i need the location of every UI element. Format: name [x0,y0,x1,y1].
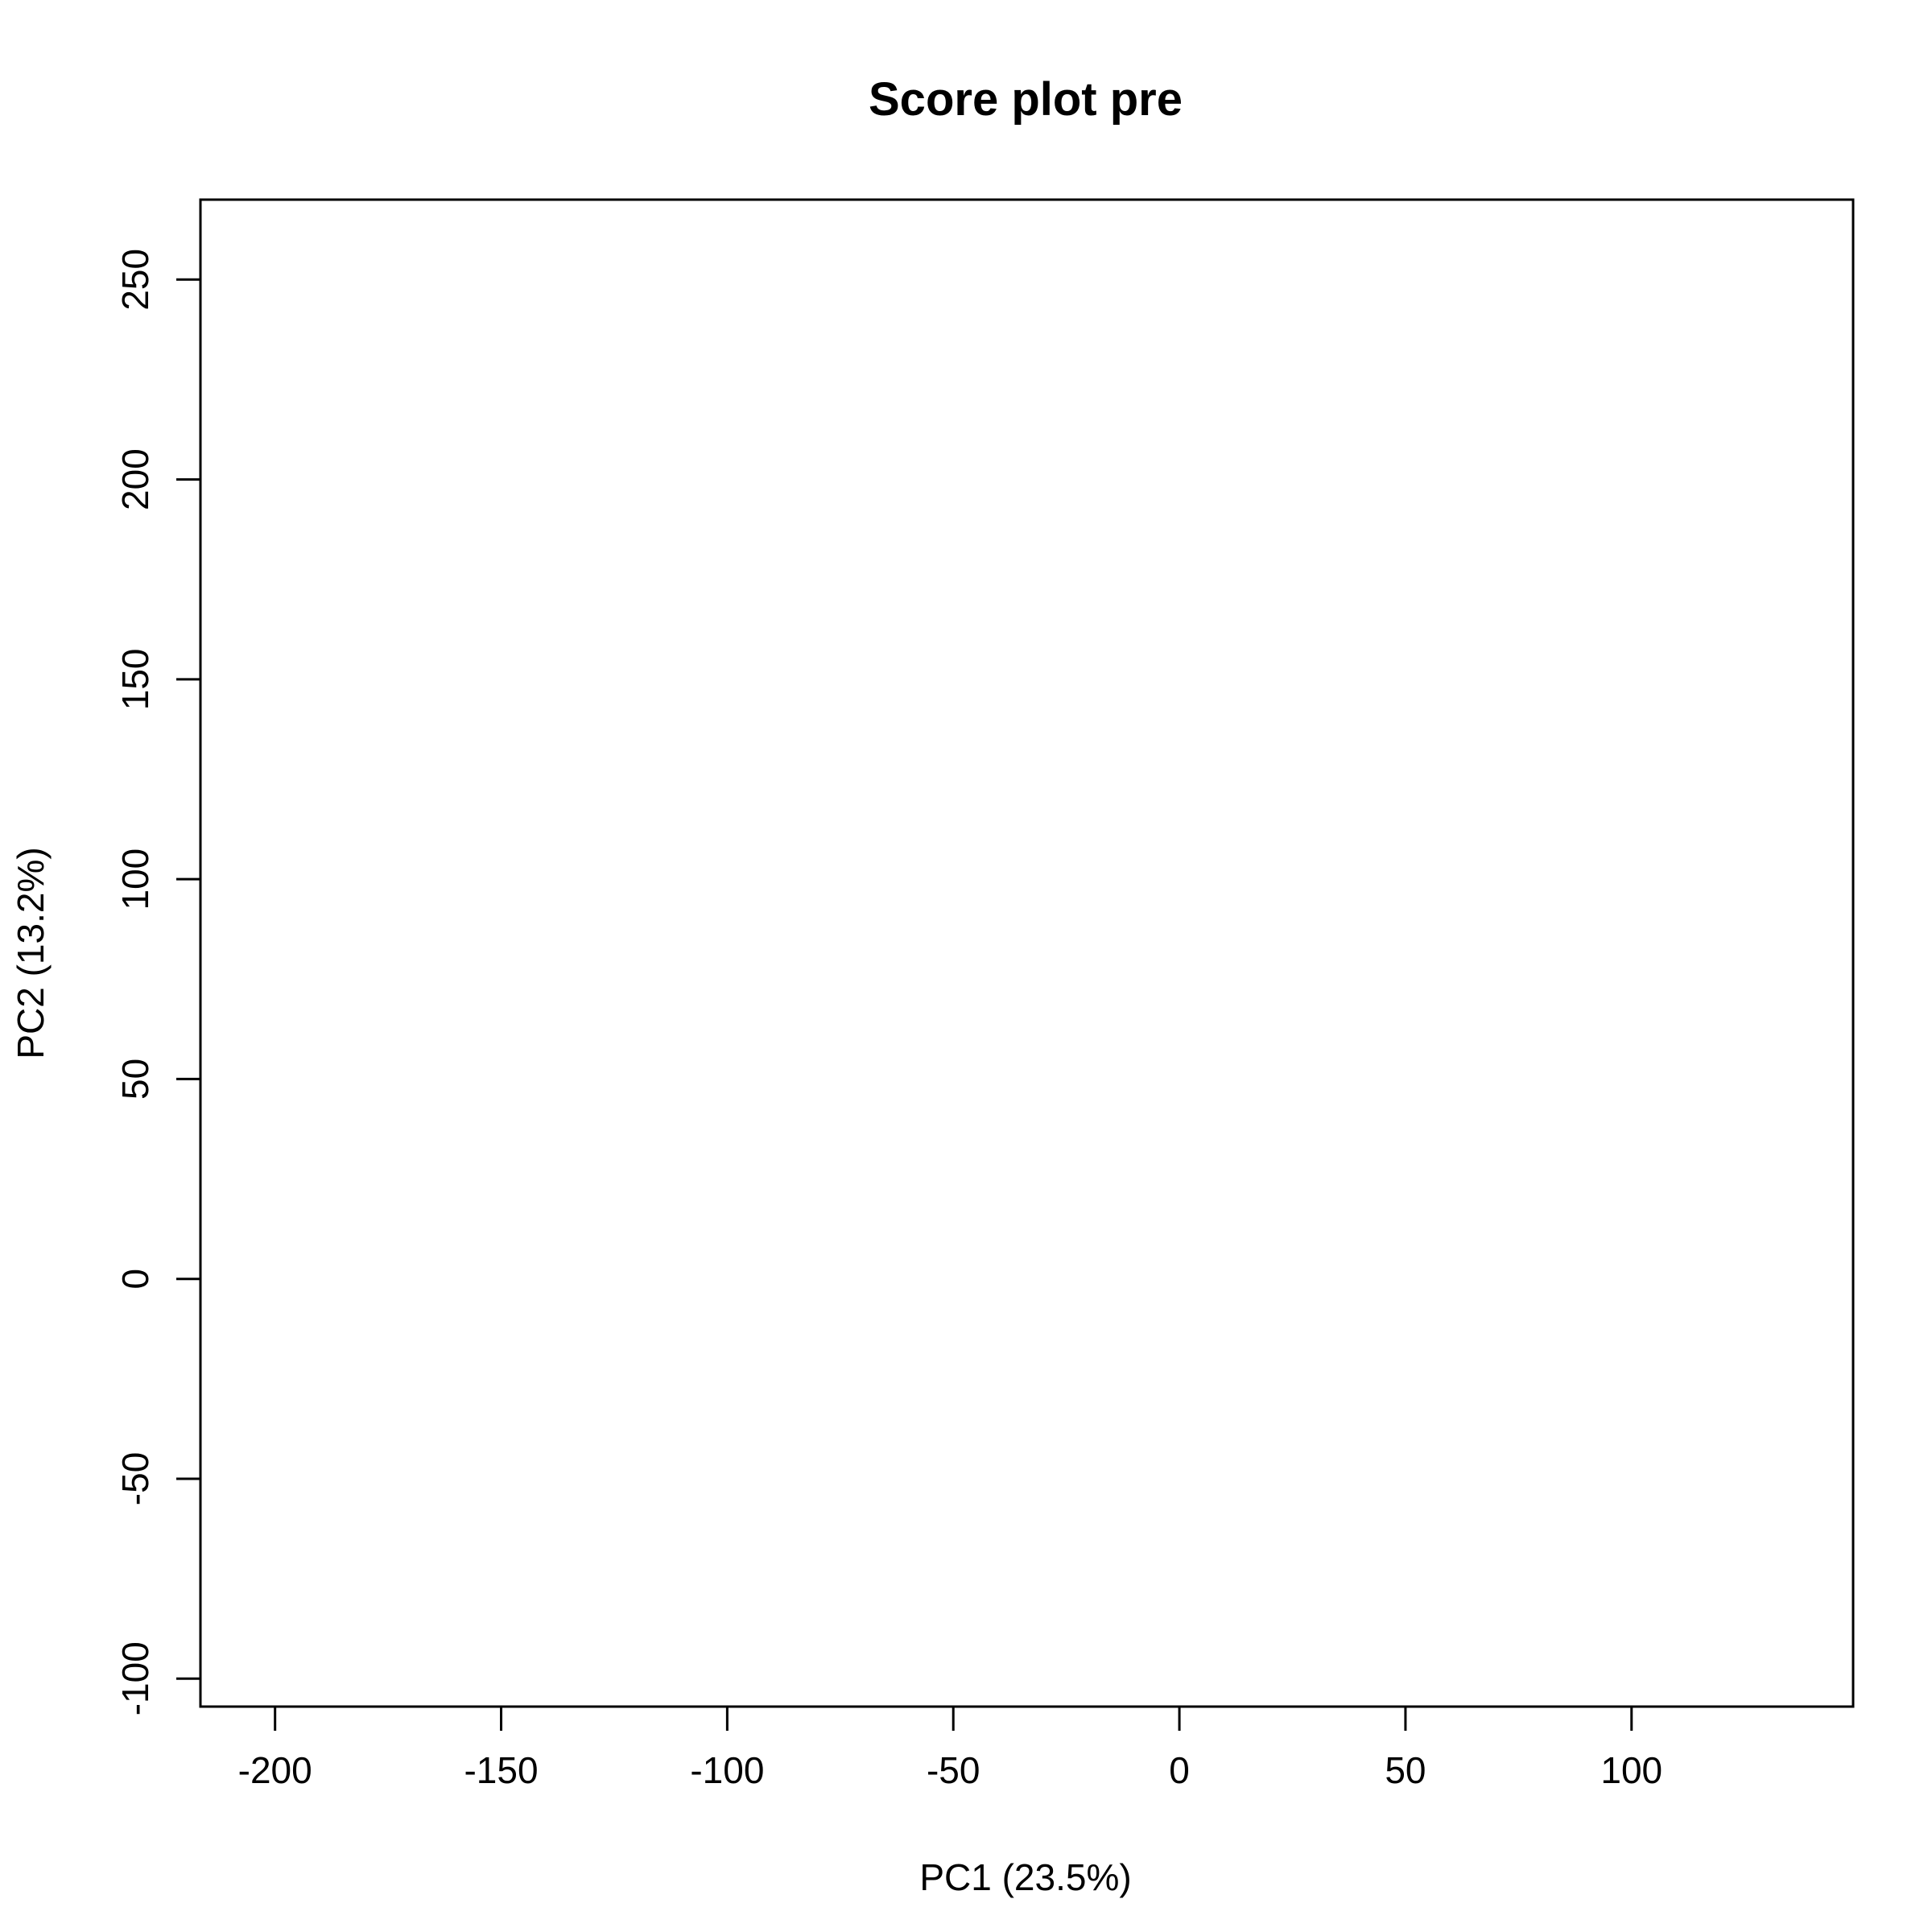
y-tick-label: -100 [114,1641,156,1715]
x-axis: -200 -150 -100 -50 0 50 100 [238,1705,1662,1791]
y-tick-label: 0 [114,1269,156,1290]
x-axis-label: PC1 (23.5%) [919,1856,1131,1898]
y-tick-label: 100 [114,848,156,910]
chart-title: Score plot pre [869,73,1183,126]
x-tick-label: 0 [1169,1749,1190,1791]
x-tick-label: 100 [1600,1749,1662,1791]
x-tick-label: -200 [238,1749,312,1791]
x-tick-label: -100 [690,1749,764,1791]
y-axis: -100 -50 0 50 100 150 200 250 [114,249,202,1715]
plot-frame [199,198,1855,1708]
y-tick-label: -50 [114,1452,156,1505]
y-tick-label: 150 [114,648,156,710]
x-tick-label: -50 [927,1749,980,1791]
x-tick-label: -150 [464,1749,538,1791]
y-tick-label: 50 [114,1059,156,1100]
x-tick-label: 50 [1385,1749,1426,1791]
y-tick-label: 200 [114,448,156,510]
y-axis-label: PC2 (13.2%) [10,847,52,1059]
y-tick-label: 250 [114,249,156,311]
